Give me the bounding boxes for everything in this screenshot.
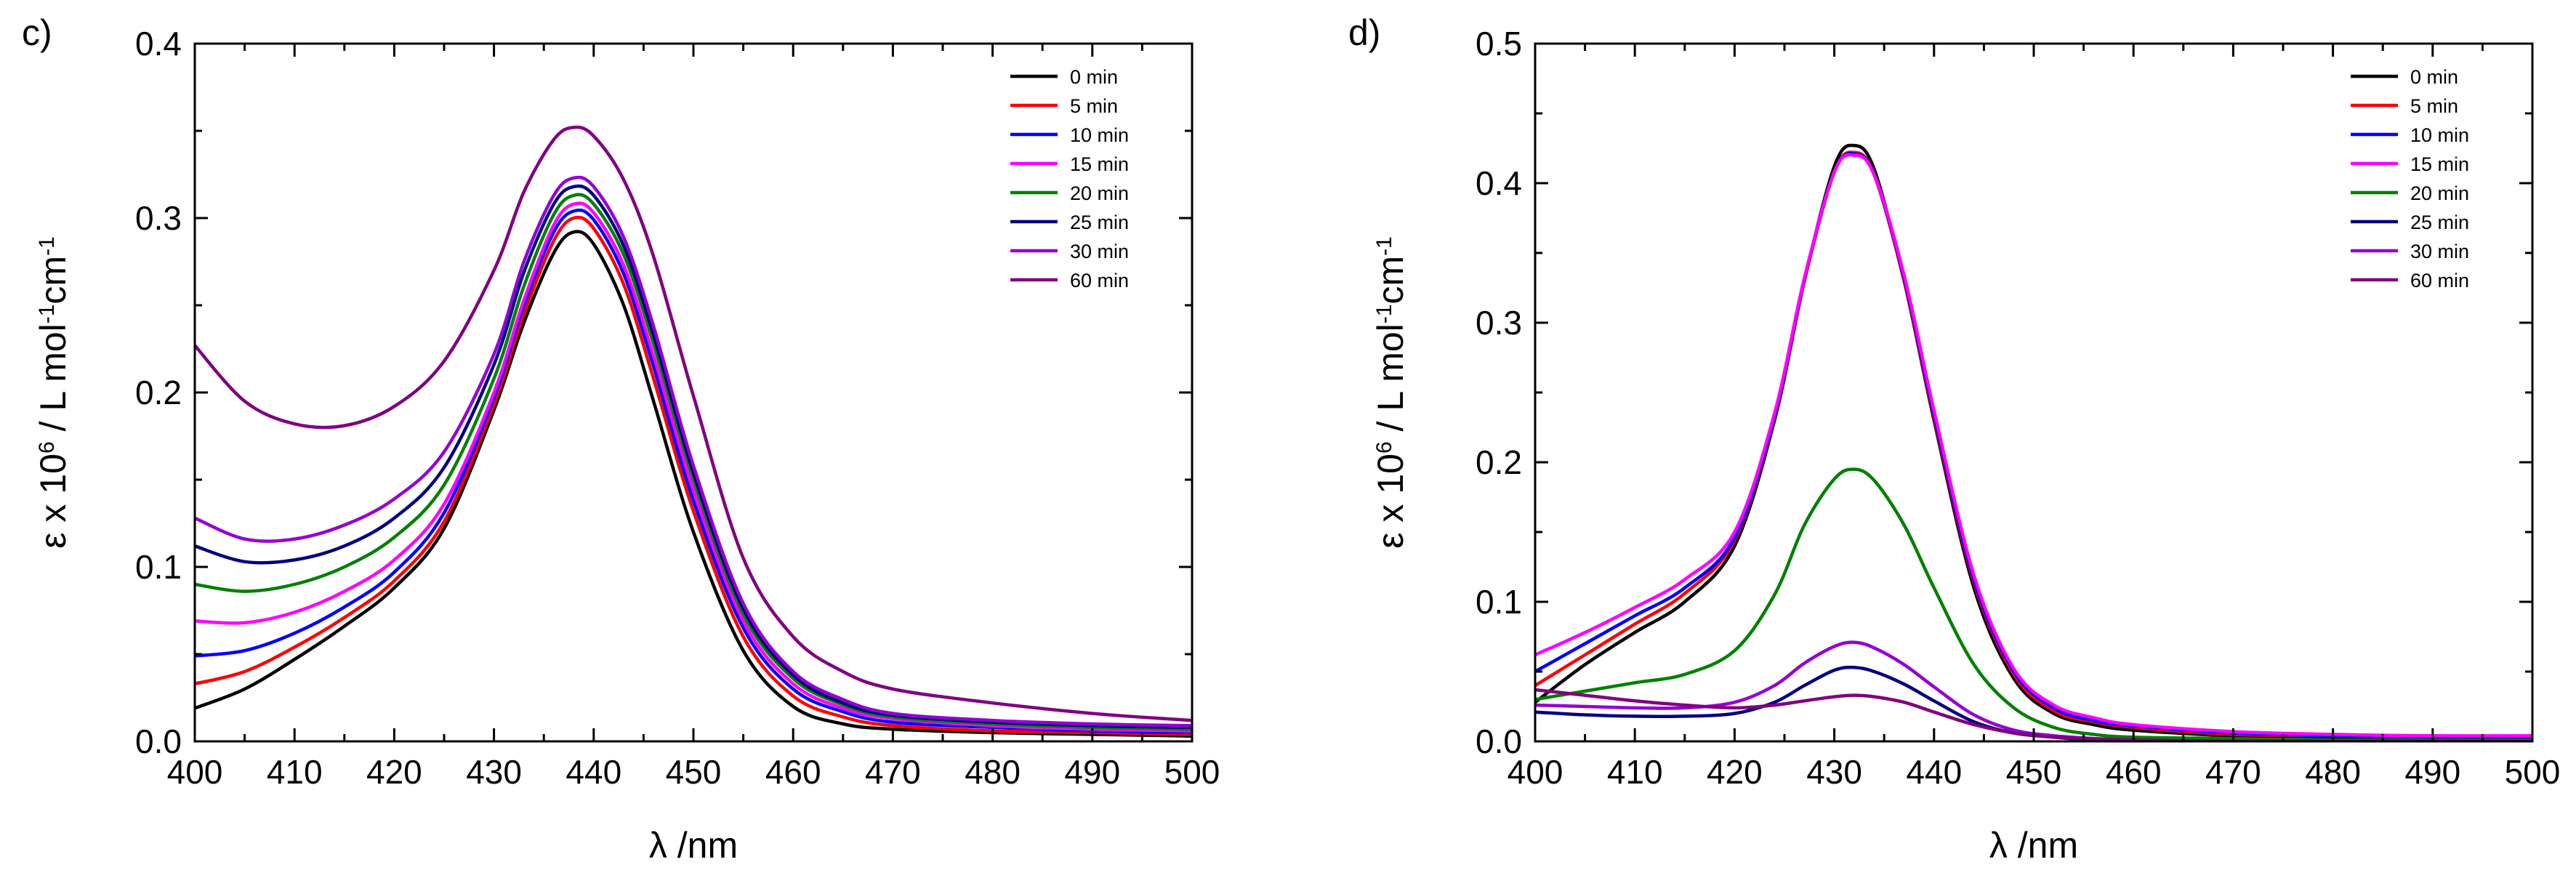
series-line-20-min [1535, 467, 2532, 741]
x-axis-title: λ /nm [1989, 825, 2078, 866]
x-tick-label: 450 [2006, 753, 2062, 791]
series-line-30-min [195, 175, 1192, 728]
x-tick-label: 460 [765, 753, 821, 791]
y-tick-label: 0.5 [1476, 25, 1522, 63]
panel-label: c) [22, 12, 52, 53]
legend-label: 25 min [2410, 212, 2469, 233]
legend-label: 60 min [2410, 270, 2469, 291]
panel-label: d) [1348, 12, 1380, 53]
y-tick-label: 0.0 [135, 722, 182, 760]
legend-label: 5 min [1070, 95, 1118, 117]
series-line-10-min [1535, 151, 2532, 739]
legend-label: 60 min [1070, 270, 1129, 291]
y-tick-label: 0.3 [135, 199, 182, 237]
series-lines [195, 125, 1192, 738]
x-tick-label: 500 [2505, 753, 2561, 791]
panel-d: d) 400 410 420 430 440 450 460 470 480 490 500 0.0 0.… [1348, 12, 2560, 866]
x-tick-label: 440 [1906, 753, 1962, 791]
x-tick-label: 480 [965, 753, 1021, 791]
series-line-60-min [195, 125, 1192, 722]
x-tick-label: 430 [466, 753, 522, 791]
x-tick-label: 400 [1508, 753, 1563, 791]
series-line-10-min [195, 208, 1192, 735]
x-tick-label: 490 [1064, 753, 1120, 791]
x-tick-label: 460 [2106, 753, 2162, 791]
series-line-60-min [1535, 688, 2532, 741]
legend-label: 30 min [2410, 241, 2469, 262]
x-tick-label: 410 [267, 753, 323, 791]
legend-label: 15 min [1070, 153, 1129, 175]
panel-c: c) 400 410 420 430 440 450 460 470 480 490 500 0.0 0.… [22, 12, 1220, 866]
legend-label: 10 min [2410, 124, 2469, 146]
legend-label: 10 min [1070, 124, 1129, 146]
legend-label: 15 min [2410, 153, 2469, 175]
legend-label: 5 min [2410, 95, 2458, 117]
legend-label: 25 min [1070, 212, 1129, 233]
x-tick-label: 420 [366, 753, 422, 791]
series-line-5-min [195, 215, 1192, 736]
series-lines [1535, 143, 2532, 741]
y-tick-label: 0.3 [1476, 304, 1522, 342]
x-tick-label: 420 [1707, 753, 1763, 791]
series-line-20-min [195, 193, 1192, 731]
legend-label: 20 min [2410, 182, 2469, 204]
x-tick-label: 490 [2404, 753, 2460, 791]
x-axis-title: λ /nm [649, 825, 738, 866]
y-tick-label: 0.2 [135, 374, 182, 411]
x-tick-label: 450 [666, 753, 722, 791]
legend: 0 min 5 min 10 min 15 min 20 min 25 min 30 min… [1010, 66, 1129, 291]
y-tick-label: 0.1 [1476, 583, 1522, 621]
y-tick-label: 0.4 [135, 25, 182, 63]
x-tick-label: 440 [565, 753, 621, 791]
series-line-25-min [195, 184, 1192, 730]
series-line-0-min [1535, 143, 2532, 741]
plot-frame [1534, 42, 2534, 743]
y-tick-label: 0.0 [1476, 722, 1522, 760]
y-tick-label: 0.2 [1476, 443, 1522, 481]
y-tick-label: 0.1 [135, 548, 182, 586]
legend-label: 0 min [2410, 66, 2458, 88]
x-tick-label: 470 [2205, 753, 2261, 791]
series-line-15-min [195, 201, 1192, 733]
legend-label: 30 min [1070, 241, 1129, 262]
legend-label: 0 min [1070, 66, 1118, 88]
series-line-5-min [1535, 150, 2532, 739]
y-axis-title: ε x 106 / L mol-1cm-1 [1370, 236, 1411, 549]
x-tick-label: 400 [167, 753, 223, 791]
x-tick-label: 410 [1607, 753, 1663, 791]
x-tick-label: 500 [1164, 753, 1220, 791]
series-line-25-min [1535, 665, 2532, 741]
x-tick-label: 470 [865, 753, 921, 791]
x-tick-label: 430 [1806, 753, 1862, 791]
x-tick-label: 480 [2305, 753, 2361, 791]
legend-label: 20 min [1070, 182, 1129, 204]
series-line-15-min [1535, 153, 2532, 738]
y-tick-label: 0.4 [1476, 164, 1522, 202]
legend: 0 min 5 min 10 min 15 min 20 min 25 min 30 min… [2351, 66, 2469, 291]
y-axis-title: ε x 106 / L mol-1cm-1 [33, 236, 73, 549]
